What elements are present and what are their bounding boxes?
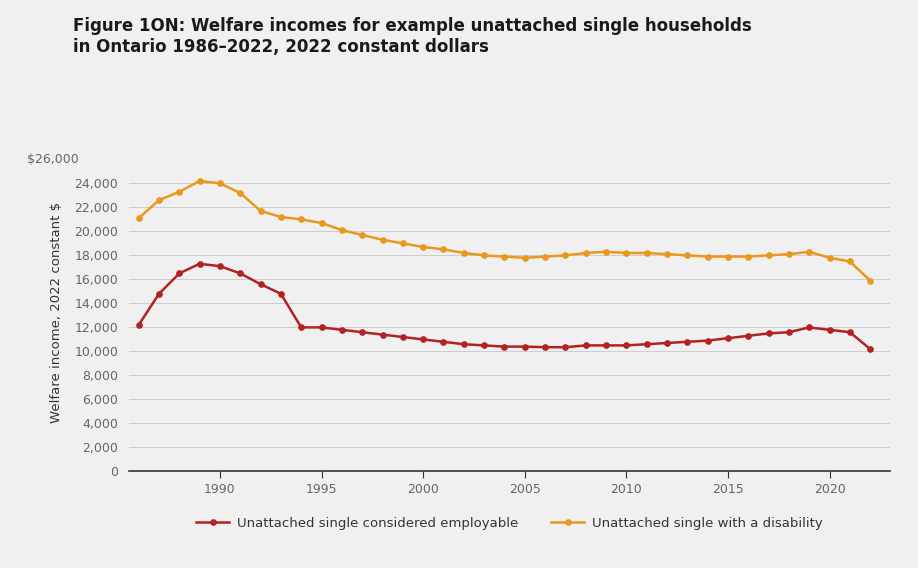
Unattached single with a disability	[621, 249, 632, 256]
Unattached single with a disability	[377, 236, 388, 243]
Unattached single with a disability	[540, 253, 551, 260]
Unattached single considered employable	[845, 329, 856, 336]
Unattached single with a disability	[215, 180, 226, 187]
Unattached single with a disability	[600, 248, 611, 255]
Unattached single considered employable	[296, 324, 307, 331]
Unattached single considered employable	[316, 324, 327, 331]
Unattached single with a disability	[458, 249, 469, 256]
Unattached single considered employable	[377, 331, 388, 338]
Unattached single considered employable	[498, 343, 509, 350]
Unattached single with a disability	[520, 254, 531, 261]
Unattached single considered employable	[133, 321, 144, 328]
Unattached single considered employable	[865, 345, 876, 352]
Unattached single with a disability	[783, 251, 794, 258]
Unattached single with a disability	[702, 253, 713, 260]
Unattached single with a disability	[357, 232, 368, 239]
Unattached single considered employable	[702, 337, 713, 344]
Unattached single considered employable	[357, 329, 368, 336]
Unattached single with a disability	[418, 244, 429, 250]
Unattached single considered employable	[458, 341, 469, 348]
Text: Figure 1ON: Welfare incomes for example unattached single households
in Ontario : Figure 1ON: Welfare incomes for example …	[73, 17, 752, 56]
Unattached single with a disability	[560, 252, 571, 259]
Line: Unattached single with a disability: Unattached single with a disability	[136, 178, 873, 283]
Unattached single with a disability	[194, 178, 205, 185]
Unattached single with a disability	[275, 214, 286, 220]
Unattached single considered employable	[235, 270, 246, 277]
Unattached single with a disability	[498, 253, 509, 260]
Unattached single considered employable	[174, 270, 185, 277]
Legend: Unattached single considered employable, Unattached single with a disability: Unattached single considered employable,…	[191, 511, 828, 535]
Unattached single considered employable	[763, 330, 774, 337]
Unattached single with a disability	[296, 216, 307, 223]
Line: Unattached single considered employable: Unattached single considered employable	[136, 261, 873, 352]
Unattached single considered employable	[621, 342, 632, 349]
Unattached single considered employable	[520, 343, 531, 350]
Unattached single with a disability	[336, 227, 347, 233]
Unattached single considered employable	[275, 290, 286, 297]
Unattached single considered employable	[803, 324, 814, 331]
Unattached single with a disability	[255, 207, 266, 214]
Unattached single with a disability	[763, 252, 774, 259]
Unattached single with a disability	[580, 249, 591, 256]
Y-axis label: Welfare income, 2022 constant $: Welfare income, 2022 constant $	[50, 202, 63, 423]
Unattached single with a disability	[397, 240, 409, 247]
Unattached single with a disability	[174, 189, 185, 195]
Unattached single considered employable	[418, 336, 429, 343]
Unattached single considered employable	[600, 342, 611, 349]
Unattached single considered employable	[336, 327, 347, 333]
Unattached single with a disability	[153, 197, 164, 203]
Unattached single with a disability	[662, 251, 673, 258]
Unattached single considered employable	[783, 329, 794, 336]
Unattached single considered employable	[215, 263, 226, 270]
Unattached single considered employable	[641, 341, 652, 348]
Unattached single with a disability	[845, 258, 856, 265]
Unattached single considered employable	[682, 339, 693, 345]
Unattached single considered employable	[560, 344, 571, 350]
Text: $26,000: $26,000	[28, 153, 79, 166]
Unattached single with a disability	[235, 190, 246, 197]
Unattached single considered employable	[722, 335, 733, 341]
Unattached single with a disability	[803, 248, 814, 255]
Unattached single with a disability	[722, 253, 733, 260]
Unattached single considered employable	[397, 333, 409, 340]
Unattached single considered employable	[194, 260, 205, 267]
Unattached single with a disability	[478, 252, 489, 259]
Unattached single considered employable	[255, 281, 266, 287]
Unattached single with a disability	[865, 277, 876, 284]
Unattached single considered employable	[438, 339, 449, 345]
Unattached single considered employable	[580, 342, 591, 349]
Unattached single considered employable	[153, 290, 164, 297]
Unattached single considered employable	[478, 342, 489, 349]
Unattached single considered employable	[743, 332, 754, 339]
Unattached single considered employable	[824, 327, 835, 333]
Unattached single with a disability	[438, 246, 449, 253]
Unattached single with a disability	[743, 253, 754, 260]
Unattached single considered employable	[540, 344, 551, 350]
Unattached single with a disability	[133, 215, 144, 222]
Unattached single with a disability	[641, 249, 652, 256]
Unattached single with a disability	[824, 254, 835, 261]
Unattached single with a disability	[316, 220, 327, 227]
Unattached single considered employable	[662, 340, 673, 346]
Unattached single with a disability	[682, 252, 693, 259]
